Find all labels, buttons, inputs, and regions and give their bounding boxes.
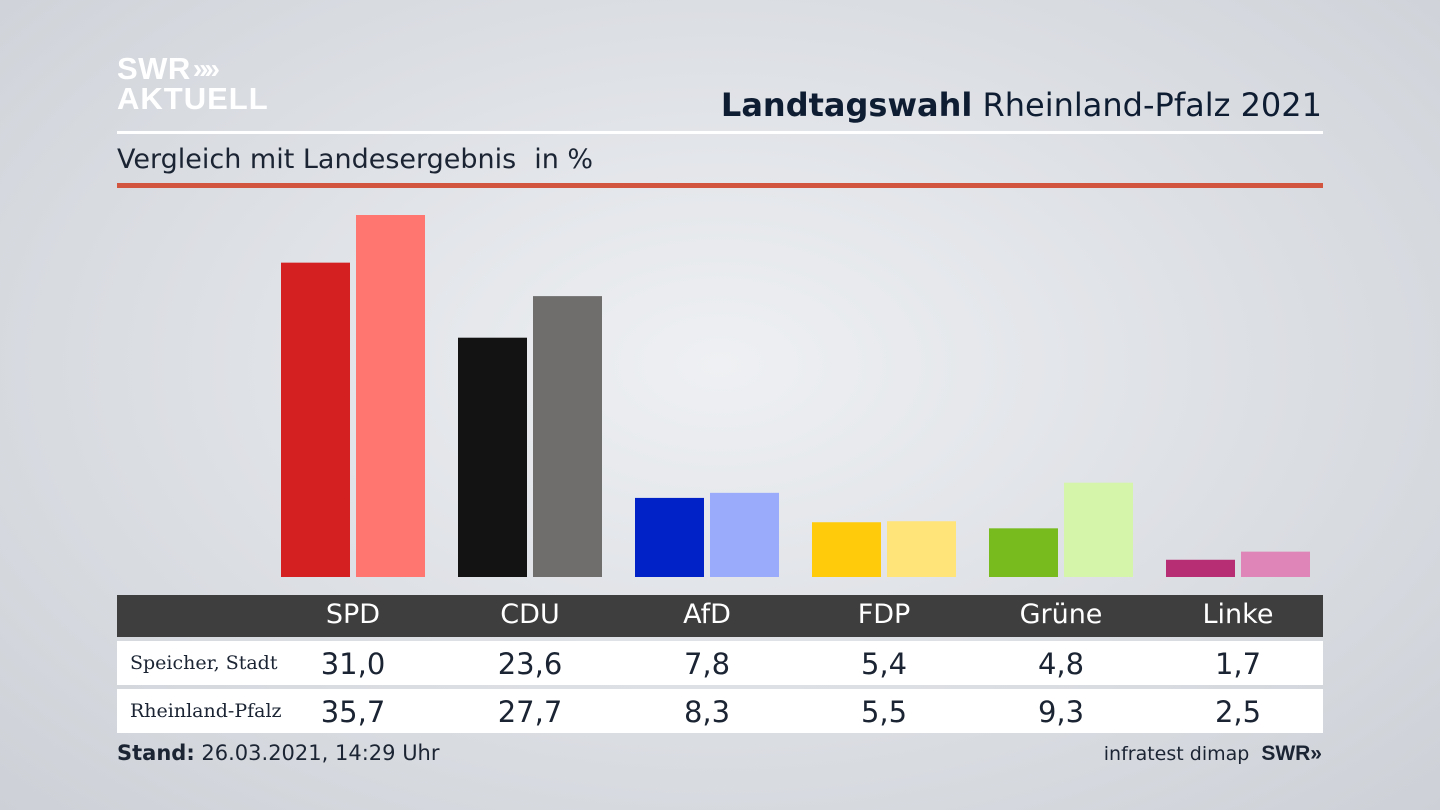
header-cell-fdp: FDP bbox=[857, 599, 911, 630]
row-label-rheinland-pfalz: Rheinland-Pfalz bbox=[130, 700, 282, 722]
stand-timestamp: Stand: 26.03.2021, 14:29 Uhr bbox=[117, 741, 440, 765]
logo-chevron-icon: » bbox=[192, 53, 208, 84]
swr-aktuell-logo: SWR»» AKTUELL bbox=[117, 51, 269, 116]
bar-afd-rlp bbox=[710, 492, 779, 577]
logo-chevron-icon-2: » bbox=[204, 53, 219, 84]
value-cell: 2,5 bbox=[1214, 695, 1262, 729]
logo-swr-text: SWR bbox=[117, 51, 191, 86]
row-label-speicher: Speicher, Stadt bbox=[130, 652, 278, 674]
bar-cdu-speicher bbox=[458, 337, 527, 577]
bar-gruene-speicher bbox=[989, 528, 1058, 577]
bar-fdp-speicher bbox=[812, 522, 881, 577]
value-cell: 31,0 bbox=[320, 647, 386, 681]
table-header: SPD CDU AfD FDP Grüne Linke bbox=[117, 595, 1323, 637]
stand-label: Stand: bbox=[117, 741, 195, 765]
bar-cdu-rlp bbox=[533, 296, 602, 577]
bar-spd-speicher bbox=[281, 262, 350, 577]
header-cell-gruene: Grüne bbox=[1019, 599, 1103, 630]
value-cell: 7,8 bbox=[683, 647, 731, 681]
title-rest: Rheinland-Pfalz 2021 bbox=[982, 86, 1322, 124]
value-cell: 5,4 bbox=[860, 647, 908, 681]
logo-aktuell-text: AKTUELL bbox=[117, 81, 269, 116]
value-cell: 5,5 bbox=[860, 695, 908, 729]
value-cell: 8,3 bbox=[683, 695, 731, 729]
results-table: SPD CDU AfD FDP Grüne Linke Speicher, Stadt 3… bbox=[117, 595, 1323, 733]
value-cell: 1,7 bbox=[1214, 647, 1262, 681]
value-cell: 4,8 bbox=[1037, 647, 1085, 681]
chart-subtitle: Vergleich mit Landesergebnis in % bbox=[117, 144, 593, 175]
header-cell-cdu: CDU bbox=[500, 599, 560, 630]
subtitle-divider bbox=[117, 183, 1323, 188]
bar-fdp-rlp bbox=[887, 521, 956, 577]
source-credit: infratest dimap SWR» bbox=[1104, 742, 1322, 766]
title-bold: Landtagswahl bbox=[720, 86, 973, 124]
swr-footer-logo: SWR» bbox=[1261, 742, 1322, 765]
header-cell-afd: AfD bbox=[683, 599, 731, 630]
subtitle-text: Vergleich mit Landesergebnis bbox=[117, 144, 517, 175]
title-divider bbox=[117, 131, 1323, 134]
table-row: Speicher, Stadt 31,0 23,6 7,8 5,4 4,8 1,7 bbox=[117, 641, 1323, 685]
value-cell: 9,3 bbox=[1037, 695, 1085, 729]
subtitle-unit: in % bbox=[534, 144, 594, 175]
stand-value: 26.03.2021, 14:29 Uhr bbox=[201, 741, 440, 765]
bar-linke-speicher bbox=[1166, 559, 1235, 577]
header-cell-spd: SPD bbox=[325, 599, 381, 630]
bar-afd-speicher bbox=[635, 497, 704, 577]
value-cell: 23,6 bbox=[497, 647, 563, 681]
bar-linke-rlp bbox=[1241, 551, 1310, 577]
value-cell: 27,7 bbox=[497, 695, 563, 729]
table-row: Rheinland-Pfalz 35,7 27,7 8,3 5,5 9,3 2,5 bbox=[117, 689, 1323, 733]
bar-gruene-rlp bbox=[1064, 482, 1133, 577]
bar-spd-rlp bbox=[356, 215, 425, 577]
page-title: Landtagswahl Rheinland-Pfalz 2021 bbox=[721, 86, 1322, 124]
value-cell: 35,7 bbox=[320, 695, 386, 729]
source-text: infratest dimap bbox=[1103, 743, 1250, 765]
header-cell-linke: Linke bbox=[1202, 599, 1274, 630]
